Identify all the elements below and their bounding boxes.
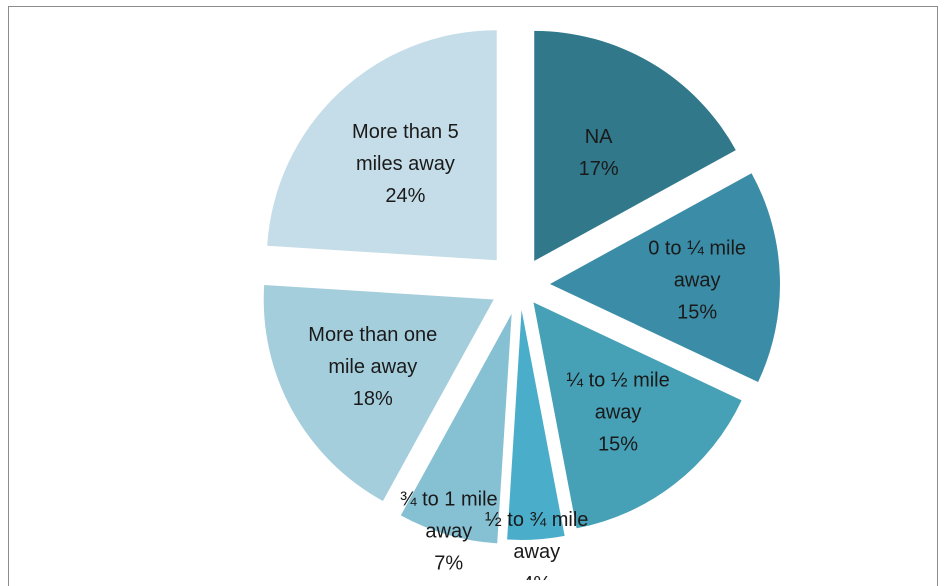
- slice-percent-label: 17%: [579, 158, 619, 180]
- slice-label-0: NA 17%: [579, 126, 619, 180]
- slice-category-label: NA: [585, 126, 613, 148]
- chart-frame: [8, 6, 938, 586]
- slice-percent-label: 15%: [677, 301, 717, 323]
- slice-percent-label: 18%: [353, 388, 393, 410]
- pie-labels: NA 17% 0 to ¼ mile away 15% ¼ to ½ mile away 15…: [308, 121, 746, 580]
- pie-slice-1: [549, 173, 780, 382]
- slice-category-label: ½ to ¾ mile: [485, 509, 588, 531]
- pie-slice-0: [534, 30, 736, 261]
- slice-percent-label: 15%: [598, 433, 638, 455]
- slice-percent-label: 7%: [434, 552, 463, 574]
- slice-percent-label: 4%: [522, 573, 551, 580]
- pie-slice-3: [507, 309, 565, 540]
- slice-label-1: 0 to ¼ mile away 15%: [648, 237, 746, 323]
- slice-category-label: miles away: [356, 153, 455, 175]
- pie-slice-5: [263, 285, 494, 502]
- slice-category-label: ¼ to ½ mile: [566, 369, 669, 391]
- slice-category-label: More than one: [308, 324, 437, 346]
- pie-slices: [263, 30, 780, 544]
- slice-category-label: away: [513, 541, 560, 563]
- slice-category-label: away: [595, 401, 642, 423]
- slice-category-label: ¾ to 1 mile: [400, 488, 498, 510]
- slice-percent-label: 24%: [385, 185, 425, 207]
- slice-category-label: away: [425, 520, 472, 542]
- slice-label-2: ¼ to ½ mile away 15%: [566, 369, 669, 455]
- slice-label-5: More than one mile away 18%: [308, 324, 437, 410]
- slice-category-label: More than 5: [352, 121, 459, 143]
- pie-slice-2: [533, 302, 742, 529]
- slice-label-3: ½ to ¾ mile away 4%: [485, 509, 588, 580]
- slice-category-label: 0 to ¼ mile: [648, 237, 746, 259]
- slice-label-4: ¾ to 1 mile away 7%: [400, 488, 498, 574]
- slice-category-label: mile away: [328, 356, 417, 378]
- pie-slice-6: [267, 30, 497, 261]
- slice-category-label: away: [674, 269, 721, 291]
- slice-label-6: More than 5 miles away 24%: [352, 121, 459, 207]
- pie-slice-4: [400, 313, 512, 544]
